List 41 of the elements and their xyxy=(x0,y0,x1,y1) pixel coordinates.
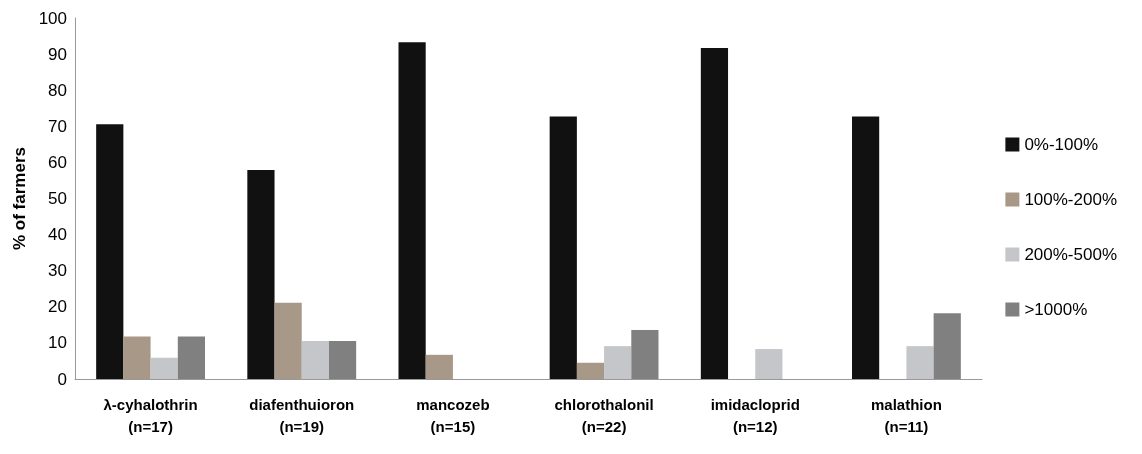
bar xyxy=(576,362,605,379)
x-tick-label: imidacloprid (n=12) xyxy=(710,395,800,435)
bar xyxy=(604,346,632,379)
x-tick-label: mancozeb (n=15) xyxy=(416,395,490,435)
bar xyxy=(301,341,329,379)
bar xyxy=(906,346,934,379)
x-tick-label: λ-cyhalothrin (n=17) xyxy=(103,395,198,435)
bar xyxy=(123,336,151,379)
bar xyxy=(933,313,961,379)
bar xyxy=(631,329,659,379)
y-tick-label: 70 xyxy=(48,116,67,136)
bar xyxy=(328,341,357,379)
bar xyxy=(398,42,426,379)
bar xyxy=(700,47,729,379)
x-tick-label: diafenthuioron (n=19) xyxy=(249,395,355,435)
y-tick-label: 30 xyxy=(48,261,67,281)
bar xyxy=(852,116,880,379)
bar xyxy=(96,124,124,379)
y-tick-label: 80 xyxy=(48,80,67,100)
legend-label: >1000% xyxy=(1024,300,1088,319)
bar xyxy=(274,302,302,379)
bar xyxy=(150,357,178,379)
legend-label: 0%-100% xyxy=(1024,135,1099,154)
y-tick-label: 90 xyxy=(48,44,67,64)
y-axis-title: % of farmers xyxy=(9,147,29,250)
y-tick-label: 10 xyxy=(48,333,67,353)
x-tick-label: malathion (n=11) xyxy=(870,395,942,435)
x-tick-label: chlorothalonil (n=22) xyxy=(554,395,654,435)
y-tick-label: 60 xyxy=(48,152,67,172)
bar xyxy=(247,169,275,379)
bar xyxy=(177,336,205,379)
bar xyxy=(425,354,453,379)
y-tick-label: 50 xyxy=(48,189,67,208)
bar xyxy=(549,116,577,379)
y-tick-label: 100 xyxy=(38,8,67,28)
bar xyxy=(755,349,783,379)
legend-label: 200%-500% xyxy=(1024,245,1117,264)
y-tick-label: 0 xyxy=(57,369,67,389)
y-tick-label: 20 xyxy=(48,297,67,317)
legend-label: 100%-200% xyxy=(1024,190,1117,209)
y-tick-label: 40 xyxy=(48,225,67,245)
